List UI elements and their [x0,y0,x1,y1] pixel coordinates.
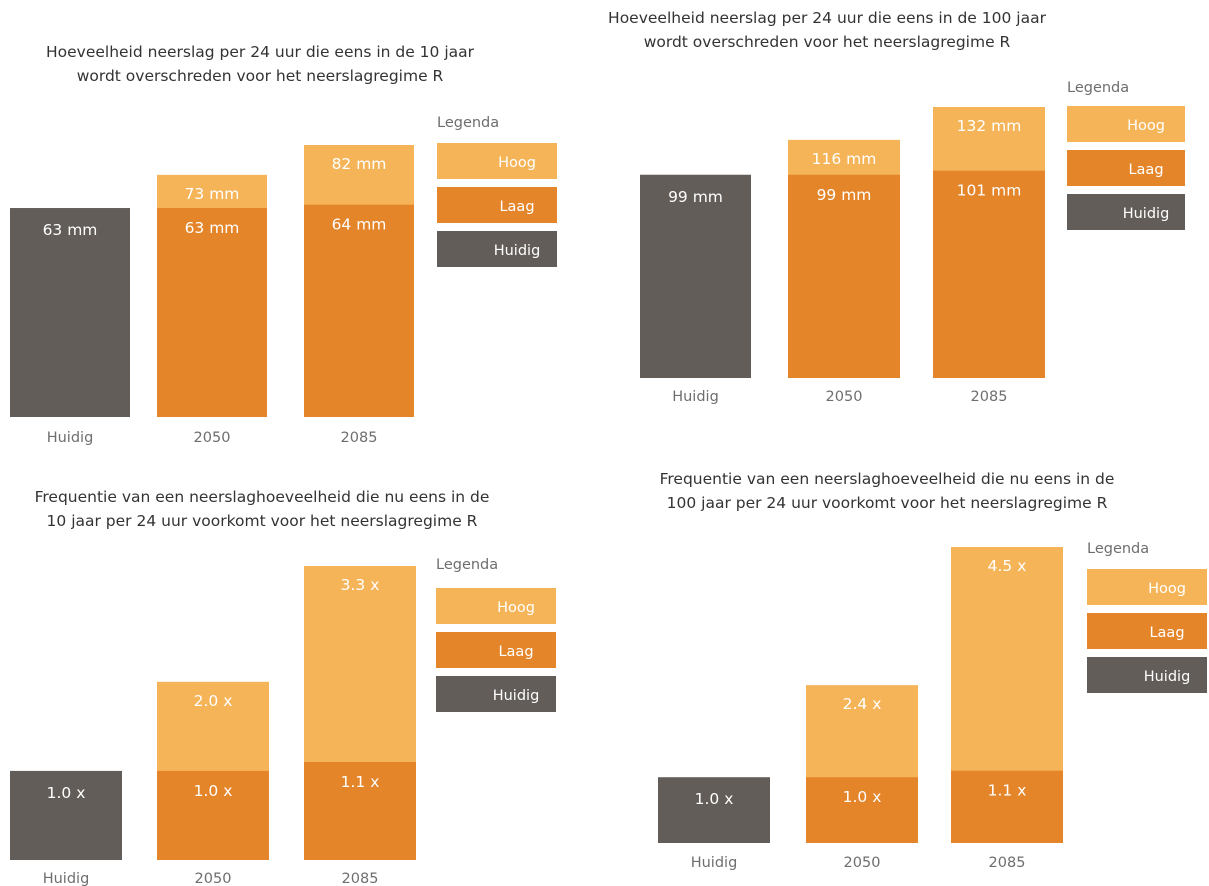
chart-title: Frequentie van een neerslaghoeveelheid d… [585,467,1189,515]
bar-laag [951,770,1063,843]
chart-title: Hoeveelheid neerslag per 24 uur die eens… [525,6,1129,54]
bar-label-huidig: 63 mm [43,221,98,239]
legend-swatch-huidig [437,231,557,267]
legend-swatch-laag [437,187,557,223]
legend-label-hoog: Hoog [498,155,536,171]
chart-title-line-2: wordt overschreden voor het neerslagregi… [643,33,1011,51]
bar-label-laag: 1.1 x [988,782,1027,800]
legend-label-laag: Laag [1128,162,1163,178]
legend-label-huidig: Huidig [493,688,540,704]
chart-panel-10yr-amount: Hoeveelheid neerslag per 24 uur die eens… [0,0,600,446]
legend-label-huidig: Huidig [1123,206,1170,222]
chart-title-line-1: Frequentie van een neerslaghoeveelheid d… [34,488,490,506]
bar-label-huidig: 99 mm [668,188,723,206]
bar-label-hoog: 4.5 x [988,557,1027,575]
category-label: Huidig [672,389,719,405]
category-label: 2050 [844,855,881,871]
bar-label-hoog: 82 mm [332,155,387,173]
chart-svg: 1.0 x Huidig 2.4 x 1.0 x 2050 4.5 x 1.1 x 2085 L… [658,541,1207,871]
bar-label-laag: 63 mm [185,219,240,237]
chart-title-line-2: 100 jaar per 24 uur voorkomt voor het ne… [666,494,1108,512]
category-label: 2085 [989,855,1026,871]
legend-label-laag: Laag [1149,625,1184,641]
category-label: 2050 [195,871,232,886]
bar-laag [933,170,1045,378]
bar-label-laag: 1.0 x [194,782,233,800]
category-label: 2085 [342,871,379,886]
chart-panel-10yr-frequency: Frequentie van een neerslaghoeveelheid d… [0,445,600,886]
legend-swatch-hoog [1087,569,1207,605]
bar-label-laag: 99 mm [817,186,872,204]
chart-title-line-1: Hoeveelheid neerslag per 24 uur die eens… [608,9,1046,27]
bar-laag [788,174,900,378]
bar-laag [157,208,267,417]
legend-label-huidig: Huidig [1144,669,1191,685]
bar-label-hoog: 116 mm [812,150,877,168]
legend-label-hoog: Hoog [1148,581,1186,597]
bar-label-hoog: 3.3 x [341,576,380,594]
legend-swatch-hoog [1067,106,1185,142]
legend-swatch-huidig [1087,657,1207,693]
category-label: Huidig [43,871,90,886]
chart-title: Frequentie van een neerslaghoeveelheid d… [0,485,562,533]
bar-label-laag: 1.0 x [843,788,882,806]
category-label: 2050 [826,389,863,405]
bar-label-hoog: 132 mm [957,117,1022,135]
bar-laag [157,770,269,860]
chart-title-line-2: wordt overschreden voor het neerslagregi… [76,67,444,85]
bar-huidig [10,208,130,417]
chart-svg: 99 mm Huidig 116 mm 99 mm 2050 132 mm 101 mm 20… [640,80,1185,405]
legend-swatch-huidig [436,676,556,712]
chart-title: Hoeveelheid neerslag per 24 uur die eens… [0,40,560,88]
legend-swatch-hoog [436,588,556,624]
legend-label-laag: Laag [499,199,534,215]
bar-laag [304,204,414,417]
chart-title-line-2: 10 jaar per 24 uur voorkomt voor het nee… [46,512,478,530]
chart-svg: 63 mm Huidig 73 mm 63 mm 2050 82 mm 64 mm 2085 L… [10,115,557,446]
chart-title-line-1: Frequentie van een neerslaghoeveelheid d… [659,470,1115,488]
legend-title: Legenda [1067,80,1129,96]
chart-panel-100yr-amount: Hoeveelheid neerslag per 24 uur die eens… [605,0,1209,445]
bar-label-hoog: 2.4 x [843,695,882,713]
bar-laag [806,777,918,843]
bar-label-huidig: 1.0 x [47,784,86,802]
bar-label-hoog: 73 mm [185,185,240,203]
bar-label-hoog: 2.0 x [194,692,233,710]
category-label: Huidig [47,430,94,446]
bar-label-huidig: 1.0 x [695,790,734,808]
legend-label-huidig: Huidig [494,243,541,259]
legend-title: Legenda [1087,541,1149,557]
legend-title: Legenda [437,115,499,131]
category-label: 2085 [341,430,378,446]
bar-label-laag: 1.1 x [341,773,380,791]
category-label: 2050 [194,430,231,446]
legend-label-hoog: Hoog [497,600,535,616]
legend-swatch-hoog [437,143,557,179]
category-label: 2085 [971,389,1008,405]
bar-label-laag: 64 mm [332,216,387,234]
bar-huidig [658,777,770,843]
legend-swatch-laag [1087,613,1207,649]
bar-label-laag: 101 mm [957,182,1022,200]
category-label: Huidig [691,855,738,871]
bar-laag [304,762,416,860]
chart-svg: 1.0 x Huidig 2.0 x 1.0 x 2050 3.3 x 1.1 x 2085 L… [10,557,556,886]
legend-label-hoog: Hoog [1127,118,1165,134]
chart-panel-100yr-frequency: Frequentie van een neerslaghoeveelheid d… [605,445,1209,886]
legend-label-laag: Laag [498,644,533,660]
legend-swatch-laag [436,632,556,668]
chart-title-line-1: Hoeveelheid neerslag per 24 uur die eens… [45,43,475,61]
bar-huidig [640,174,751,378]
legend-swatch-huidig [1067,194,1185,230]
bar-huidig [10,770,122,860]
legend-title: Legenda [436,557,498,573]
legend-swatch-laag [1067,150,1185,186]
